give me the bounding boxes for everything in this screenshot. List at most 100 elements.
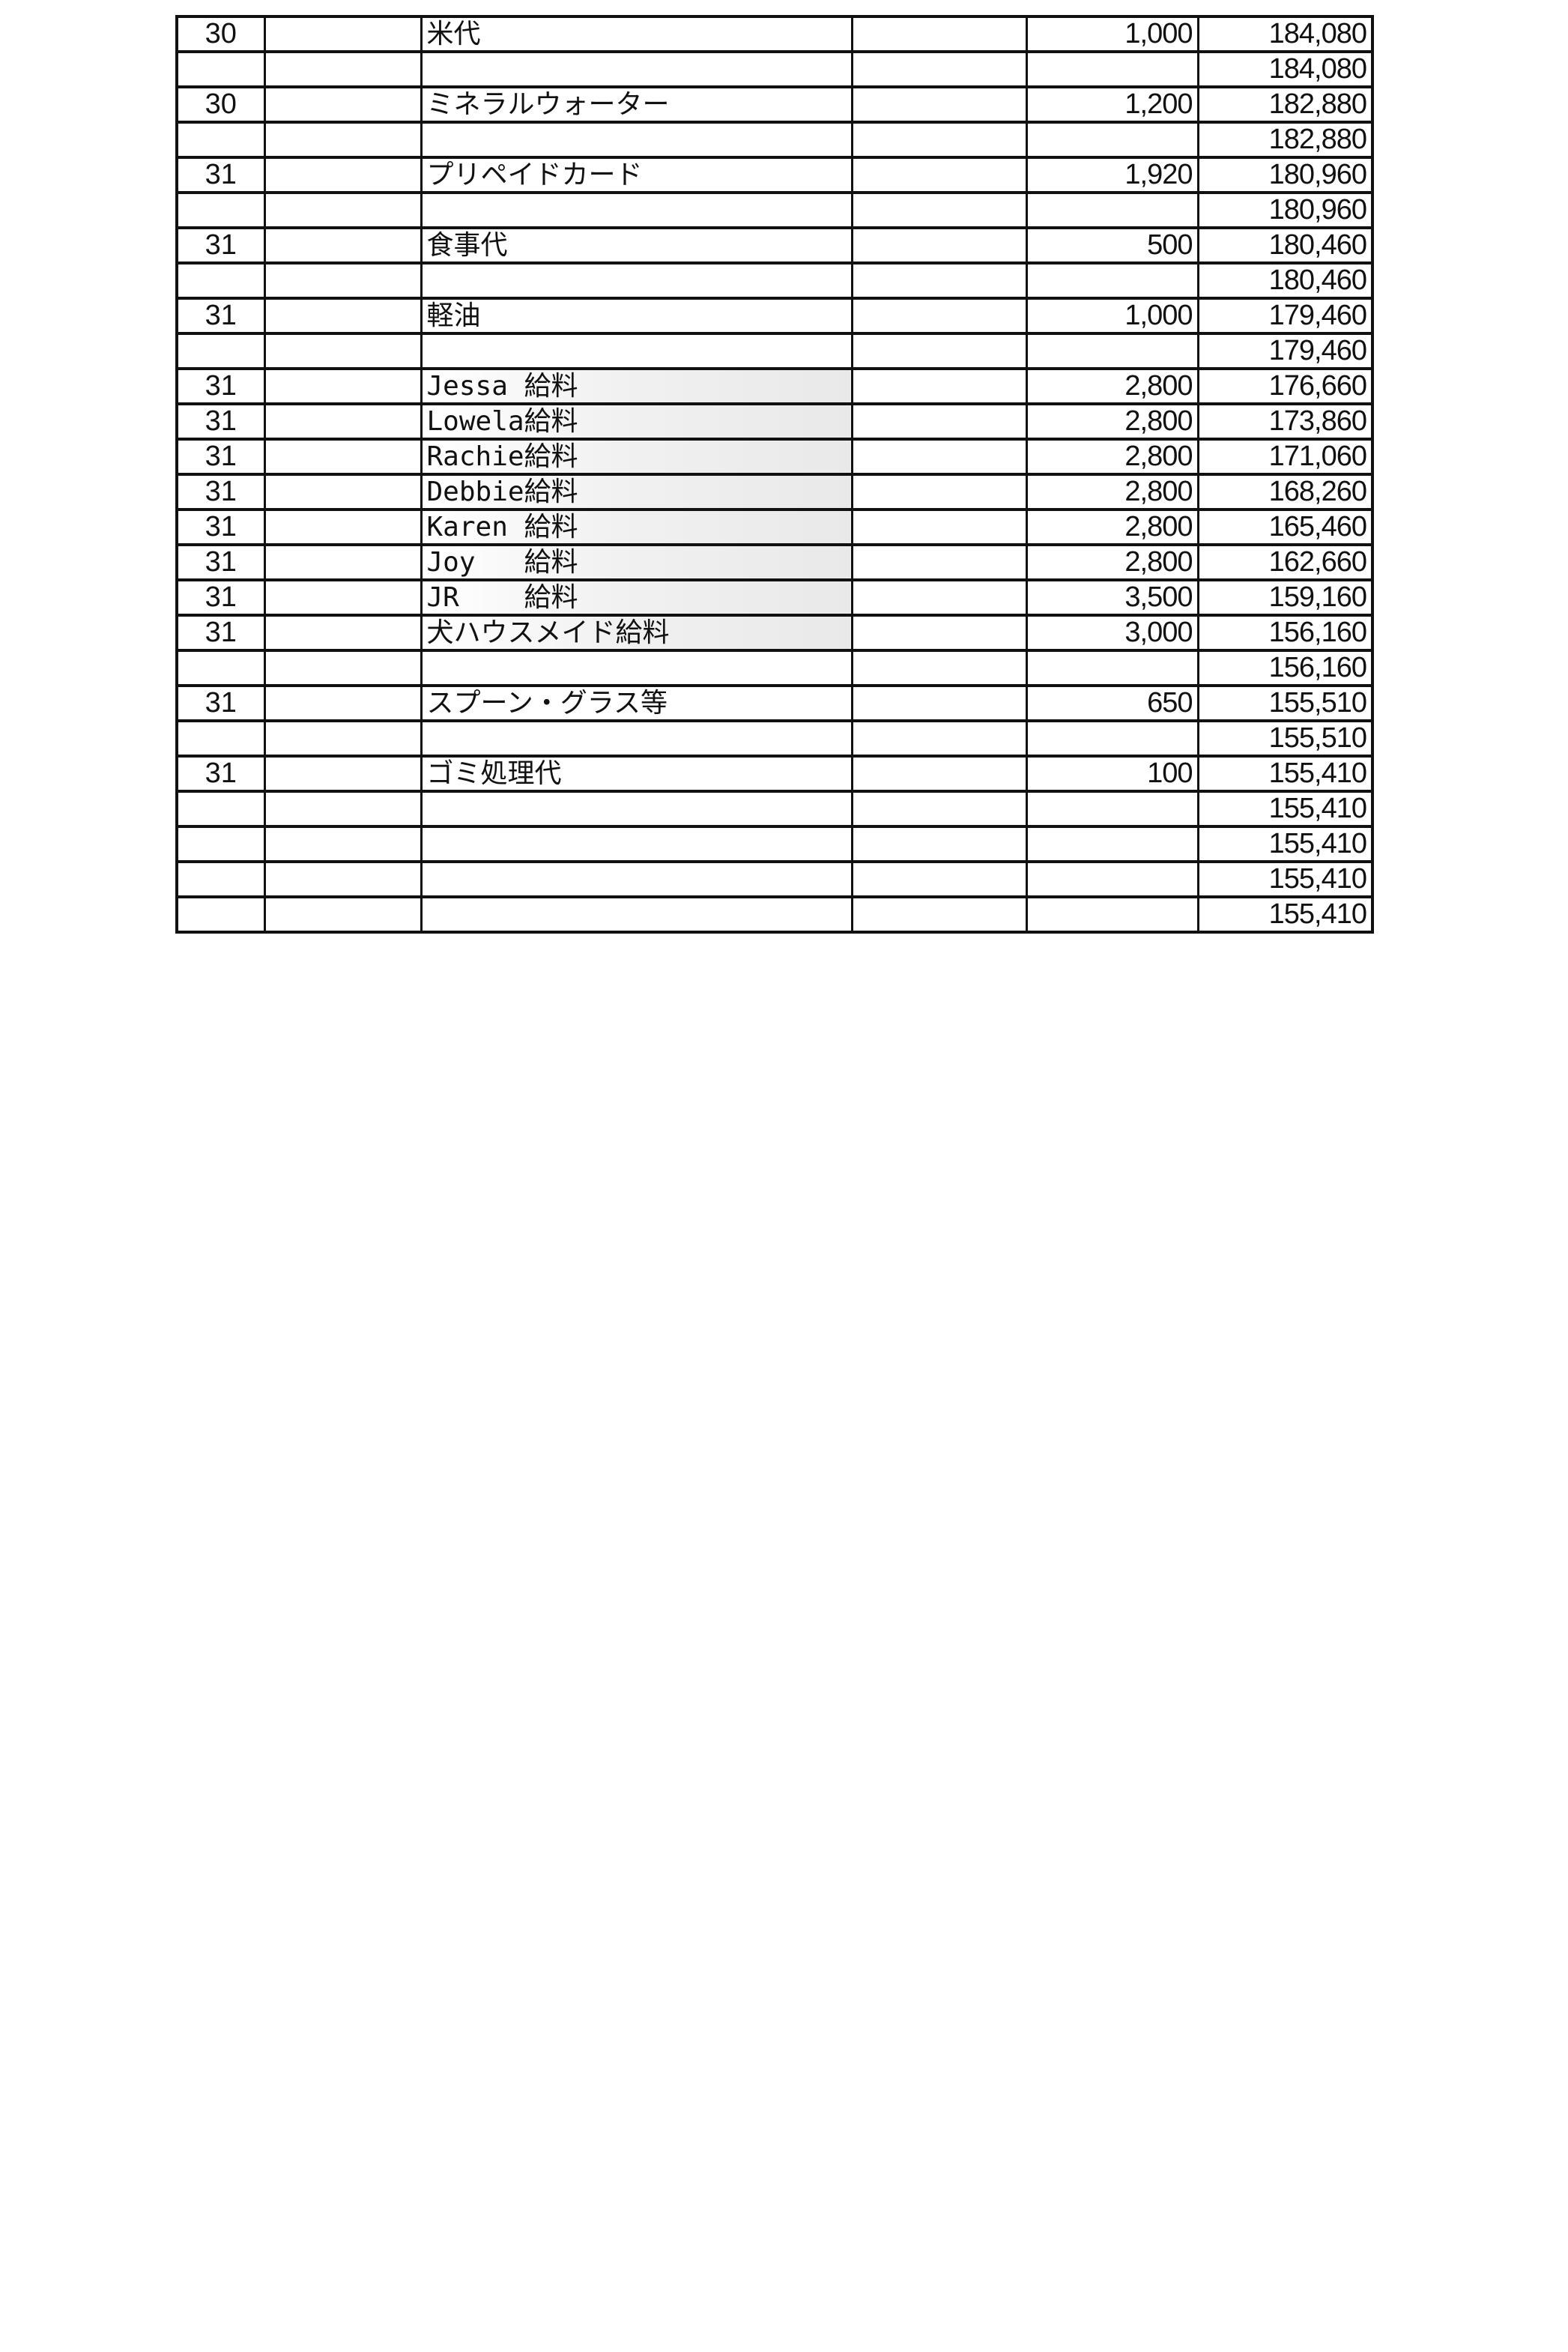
description-cell: ゴミ処理代 (420, 755, 853, 793)
note-cell (263, 860, 423, 898)
description-cell: JR 給料 (420, 578, 853, 617)
reference-cell (850, 790, 1028, 828)
reference-cell (850, 860, 1028, 898)
reference-cell (850, 684, 1028, 722)
note-cell (263, 508, 423, 546)
table-row: 31 Karen 給料 2,800 165,460 (175, 508, 1374, 546)
day-cell (175, 261, 266, 300)
table-row: 31 Rachie給料 2,800 171,060 (175, 438, 1374, 476)
balance-cell: 173,860 (1196, 402, 1374, 441)
balance-cell: 180,960 (1196, 156, 1374, 194)
reference-cell (850, 261, 1028, 300)
note-cell (263, 50, 423, 88)
table-row: 180,460 (175, 261, 1374, 300)
day-cell: 31 (175, 755, 266, 793)
note-cell (263, 191, 423, 229)
description-cell: Joy 給料 (420, 543, 853, 581)
amount-cell: 1,920 (1025, 156, 1199, 194)
day-cell: 31 (175, 367, 266, 405)
description-cell (420, 719, 853, 758)
table-row: 31 Lowela給料 2,800 173,860 (175, 402, 1374, 441)
balance-cell: 162,660 (1196, 543, 1374, 581)
balance-cell: 168,260 (1196, 473, 1374, 511)
description-cell (420, 261, 853, 300)
day-cell: 31 (175, 578, 266, 617)
day-cell: 31 (175, 684, 266, 722)
amount-cell: 1,000 (1025, 15, 1199, 53)
table-row: 184,080 (175, 50, 1374, 88)
description-cell: 食事代 (420, 226, 853, 264)
note-cell (263, 578, 423, 617)
note-cell (263, 156, 423, 194)
table-row: 30 ミネラルウォーター 1,200 182,880 (175, 85, 1374, 124)
day-cell: 30 (175, 85, 266, 124)
balance-cell: 155,410 (1196, 755, 1374, 793)
balance-cell: 155,510 (1196, 719, 1374, 758)
table-row: 31 軽油 1,000 179,460 (175, 297, 1374, 335)
day-cell (175, 825, 266, 863)
table-row: 155,410 (175, 825, 1374, 863)
amount-cell: 2,800 (1025, 438, 1199, 476)
amount-cell (1025, 790, 1199, 828)
balance-cell: 179,460 (1196, 297, 1374, 335)
note-cell (263, 297, 423, 335)
reference-cell (850, 578, 1028, 617)
amount-cell: 3,000 (1025, 614, 1199, 652)
reference-cell (850, 15, 1028, 53)
note-cell (263, 895, 423, 934)
amount-cell (1025, 895, 1199, 934)
amount-cell (1025, 719, 1199, 758)
amount-cell: 2,800 (1025, 543, 1199, 581)
balance-cell: 180,460 (1196, 261, 1374, 300)
amount-cell: 1,200 (1025, 85, 1199, 124)
description-cell (420, 191, 853, 229)
reference-cell (850, 508, 1028, 546)
balance-cell: 182,880 (1196, 85, 1374, 124)
day-cell (175, 895, 266, 934)
day-cell: 31 (175, 614, 266, 652)
table-row: 31 Debbie給料 2,800 168,260 (175, 473, 1374, 511)
reference-cell (850, 825, 1028, 863)
reference-cell (850, 473, 1028, 511)
description-cell (420, 121, 853, 159)
description-cell: 米代 (420, 15, 853, 53)
day-cell (175, 649, 266, 687)
ledger-table: 30 米代 1,000 184,080 184,080 30 ミネラルウォーター 1,200 1… (175, 15, 1374, 934)
balance-cell: 171,060 (1196, 438, 1374, 476)
balance-cell: 182,880 (1196, 121, 1374, 159)
note-cell (263, 402, 423, 441)
balance-cell: 180,460 (1196, 226, 1374, 264)
amount-cell: 650 (1025, 684, 1199, 722)
balance-cell: 165,460 (1196, 508, 1374, 546)
note-cell (263, 649, 423, 687)
description-cell: Debbie給料 (420, 473, 853, 511)
amount-cell: 2,800 (1025, 473, 1199, 511)
table-row: 155,410 (175, 860, 1374, 898)
reference-cell (850, 191, 1028, 229)
reference-cell (850, 156, 1028, 194)
table-row: 31 Joy 給料 2,800 162,660 (175, 543, 1374, 581)
balance-cell: 156,160 (1196, 649, 1374, 687)
amount-cell: 2,800 (1025, 402, 1199, 441)
day-cell: 31 (175, 226, 266, 264)
balance-cell: 184,080 (1196, 50, 1374, 88)
note-cell (263, 614, 423, 652)
day-cell (175, 121, 266, 159)
table-row: 30 米代 1,000 184,080 (175, 15, 1374, 53)
note-cell (263, 261, 423, 300)
amount-cell (1025, 649, 1199, 687)
description-cell (420, 50, 853, 88)
amount-cell (1025, 121, 1199, 159)
reference-cell (850, 226, 1028, 264)
note-cell (263, 755, 423, 793)
balance-cell: 155,410 (1196, 790, 1374, 828)
amount-cell: 500 (1025, 226, 1199, 264)
ledger-body: 30 米代 1,000 184,080 184,080 30 ミネラルウォーター 1,200 1… (175, 15, 1374, 934)
description-cell: Karen 給料 (420, 508, 853, 546)
amount-cell: 100 (1025, 755, 1199, 793)
balance-cell: 179,460 (1196, 332, 1374, 370)
table-row: 156,160 (175, 649, 1374, 687)
reference-cell (850, 85, 1028, 124)
description-cell: 犬ハウスメイド給料 (420, 614, 853, 652)
balance-cell: 155,410 (1196, 860, 1374, 898)
